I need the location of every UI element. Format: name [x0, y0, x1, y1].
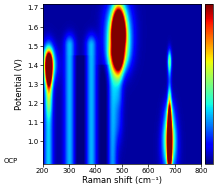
Y-axis label: Potential (V): Potential (V): [15, 58, 24, 110]
X-axis label: Raman shift (cm⁻¹): Raman shift (cm⁻¹): [82, 176, 162, 185]
Text: OCP: OCP: [4, 158, 18, 164]
